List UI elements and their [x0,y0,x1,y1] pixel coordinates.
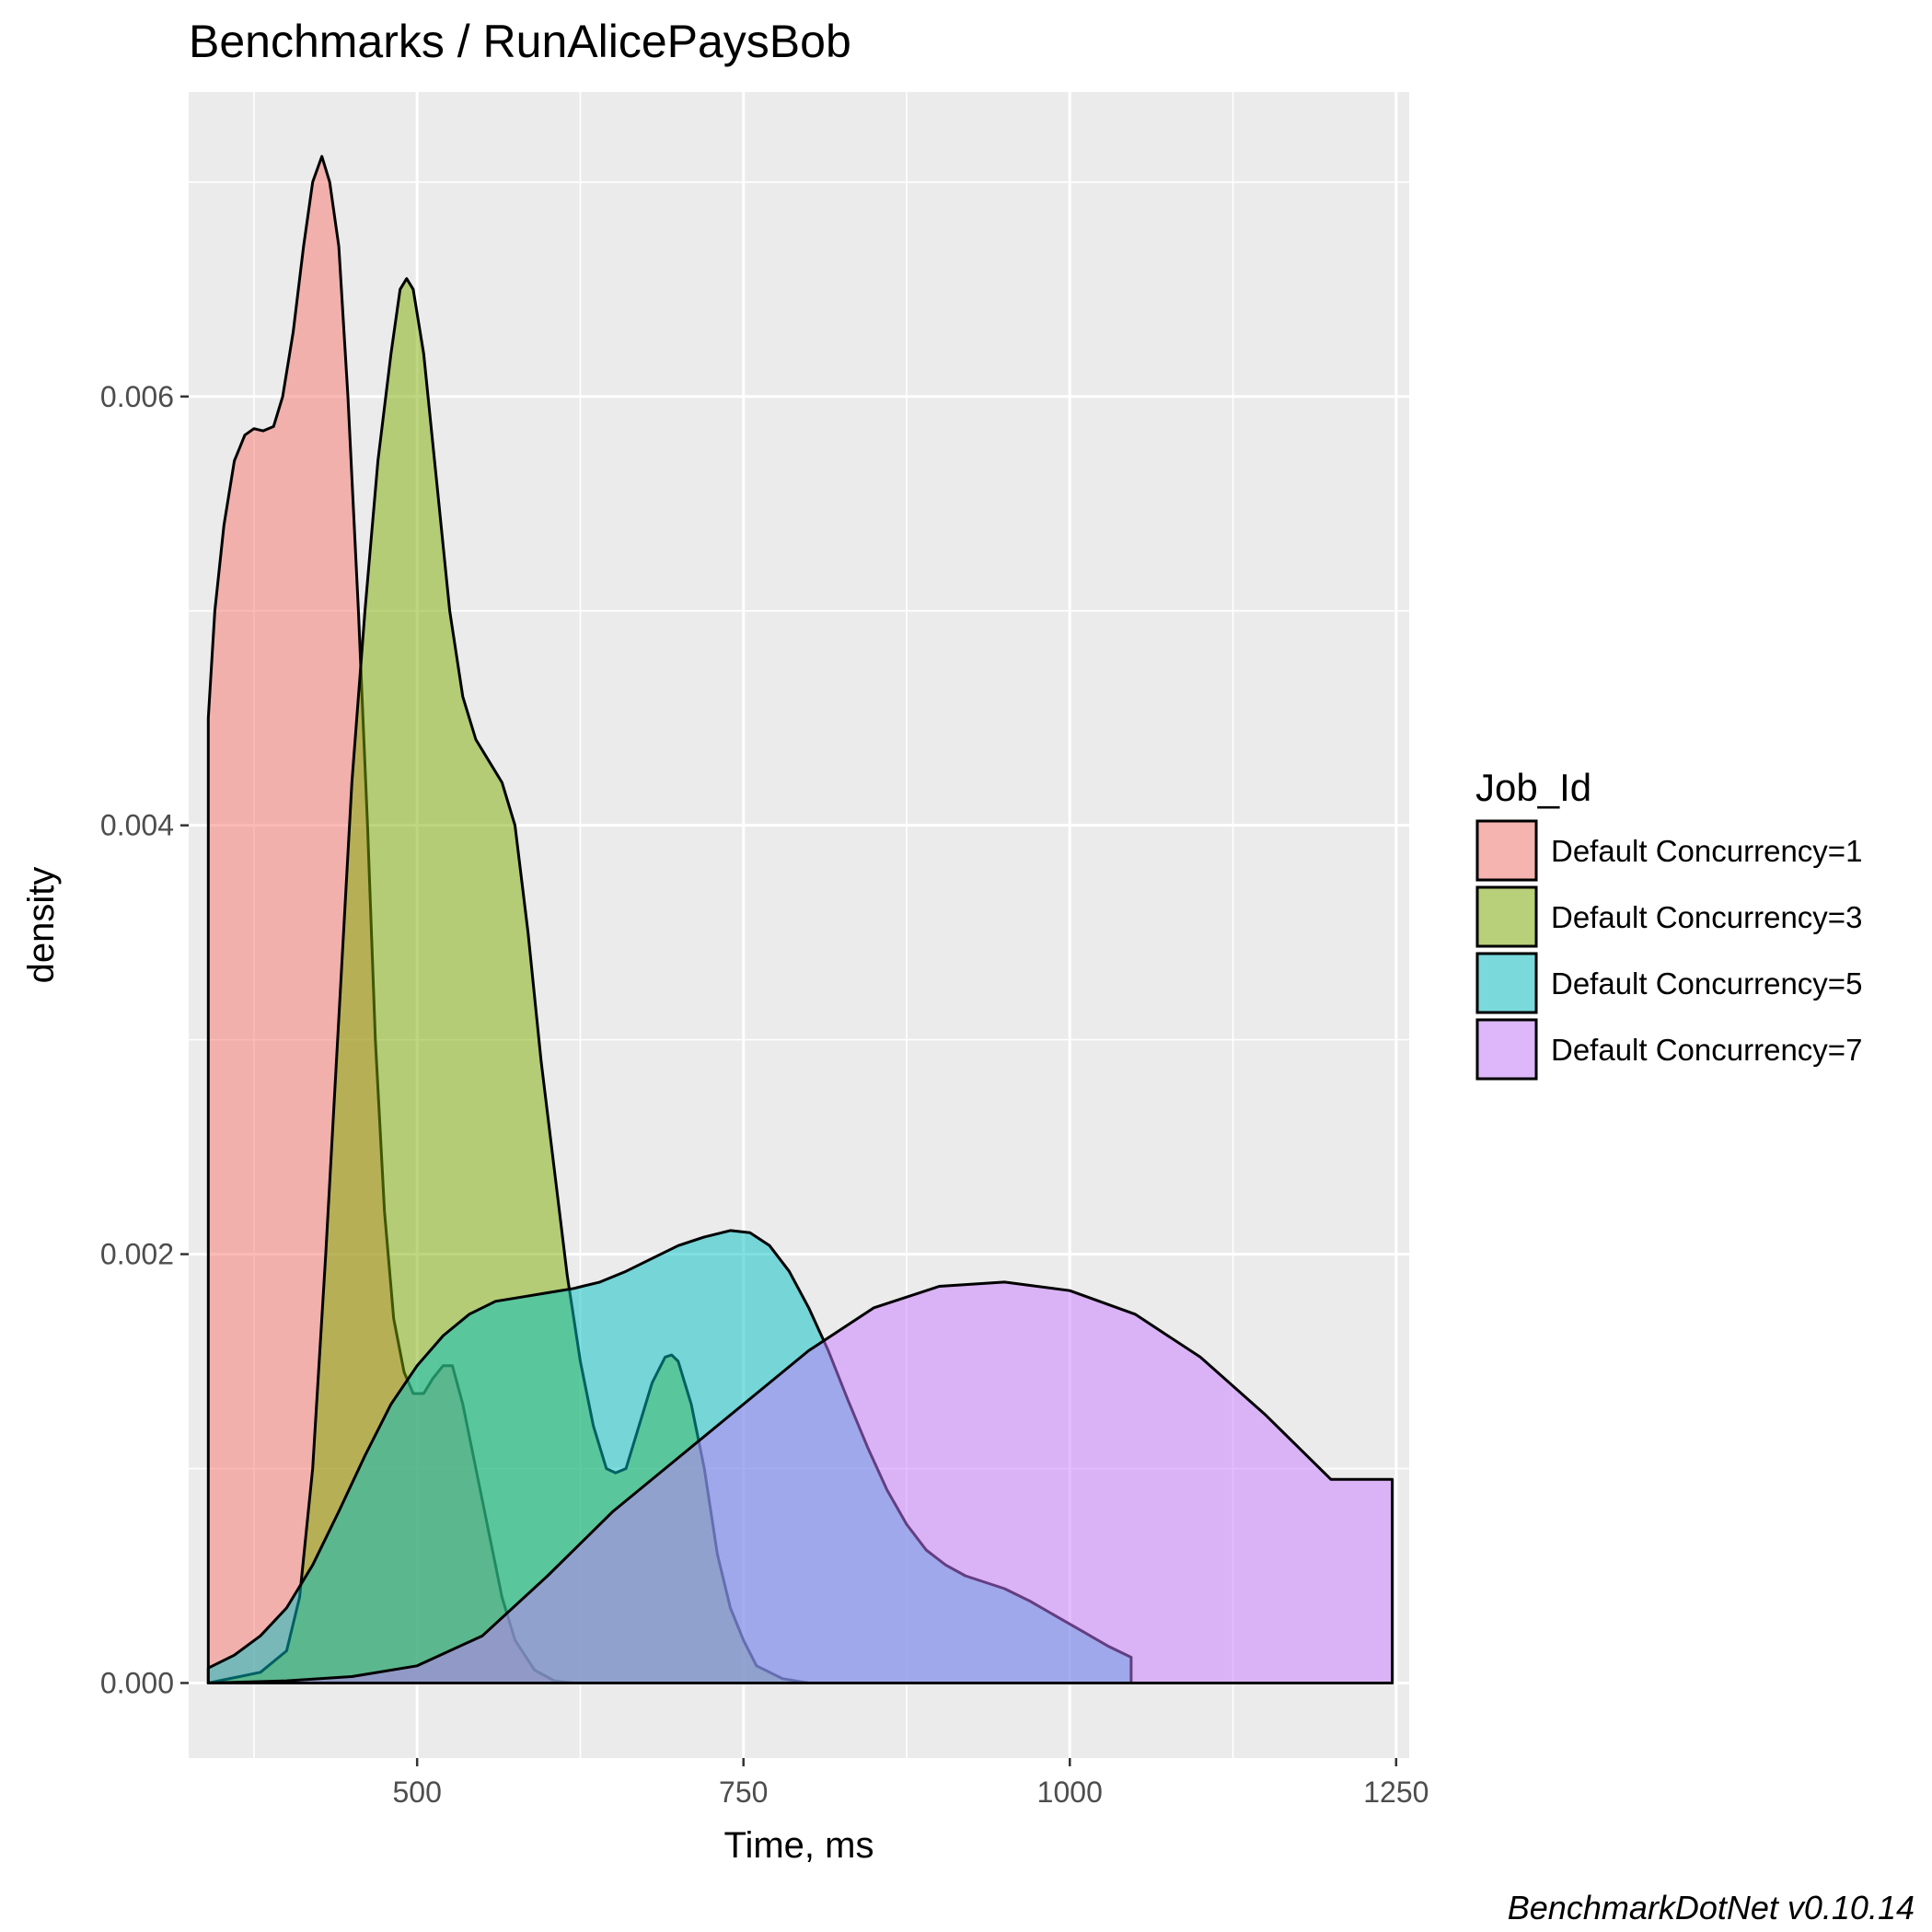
legend-title: Job_Id [1475,766,1591,809]
legend-swatch [1475,819,1538,882]
density-area-default-concurrency-7 [206,1280,1394,1684]
y-tick-label: 0.000 [100,1666,174,1699]
caption: BenchmarkDotNet v0.10.14 [1508,1889,1915,1926]
legend-swatch [1475,952,1538,1014]
y-tick-label: 0.006 [100,380,174,413]
legend-swatch [1475,1018,1538,1081]
y-axis-ticks: 0.000 0.002 0.004 0.006 [100,380,189,1699]
x-tick-label: 750 [719,1776,768,1809]
density-areas [206,155,1394,1684]
y-tick-label: 0.002 [100,1238,174,1271]
y-tick-label: 0.004 [100,809,174,842]
legend-item-default-concurrency-3: Default Concurrency=3 [1475,885,1862,948]
legend: Job_Id Default Concurrency=1 Default Conc… [1475,766,1862,1081]
legend-item-default-concurrency-1: Default Concurrency=1 [1475,819,1862,882]
legend-label: Default Concurrency=7 [1551,1033,1862,1067]
x-tick-label: 500 [392,1776,441,1809]
x-tick-label: 1000 [1037,1776,1103,1809]
x-axis-title: Time, ms [724,1825,874,1866]
legend-label: Default Concurrency=1 [1551,834,1862,868]
legend-label: Default Concurrency=5 [1551,966,1862,1001]
legend-swatch [1475,885,1538,948]
x-axis-ticks: 500 750 1000 1250 [392,1758,1429,1809]
legend-item-default-concurrency-5: Default Concurrency=5 [1475,952,1862,1014]
y-axis-title: density [21,867,62,984]
legend-label: Default Concurrency=3 [1551,900,1862,934]
x-tick-label: 1250 [1363,1776,1429,1809]
chart-title: Benchmarks / RunAlicePaysBob [189,16,851,67]
legend-item-default-concurrency-7: Default Concurrency=7 [1475,1018,1862,1081]
grid-minor [189,92,1409,1758]
